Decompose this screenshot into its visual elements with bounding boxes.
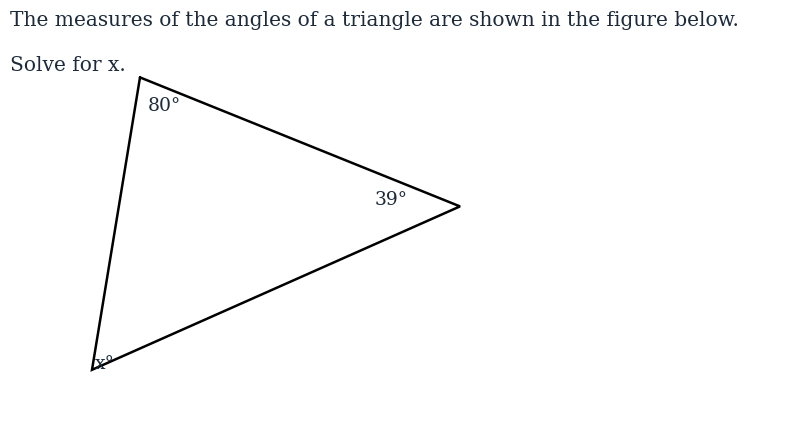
Text: 80°: 80°	[148, 97, 182, 115]
Text: 39°: 39°	[375, 191, 408, 209]
Text: Solve for x.: Solve for x.	[10, 56, 126, 75]
Text: The measures of the angles of a triangle are shown in the figure below.: The measures of the angles of a triangle…	[10, 11, 739, 30]
Text: x°: x°	[94, 355, 114, 373]
